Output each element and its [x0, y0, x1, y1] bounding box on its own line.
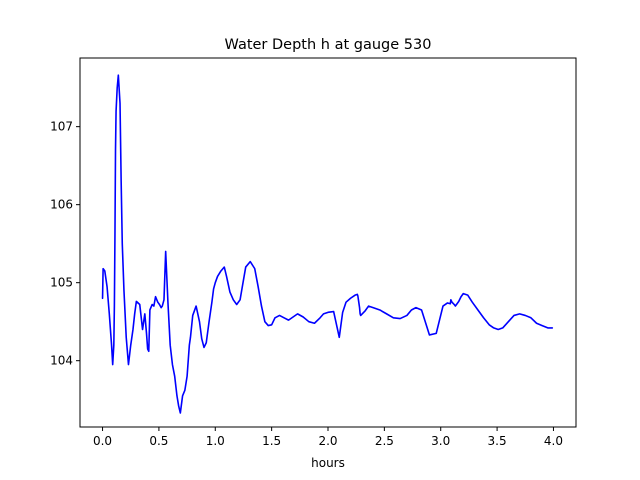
chart-title: Water Depth h at gauge 530: [225, 37, 432, 53]
y-tick-label: 107: [50, 120, 73, 134]
x-axis-label: hours: [311, 456, 345, 470]
plot-area: [79, 57, 577, 428]
x-tick-label: 0.0: [93, 434, 112, 448]
y-axis-ticks: 104 105 106 107: [50, 120, 80, 368]
series-layer: [101, 74, 554, 414]
x-tick-label: 4.0: [544, 434, 563, 448]
x-axis-ticks: 0.0 0.5 1.0 1.5 2.0 2.5 3.0 3.5 4.0: [93, 427, 563, 448]
x-tick-label: 3.5: [488, 434, 507, 448]
x-tick-label: 2.0: [318, 434, 337, 448]
x-tick-label: 2.5: [375, 434, 394, 448]
y-tick-label: 105: [50, 276, 73, 290]
x-tick-label: 1.5: [262, 434, 281, 448]
y-tick-label: 106: [50, 198, 73, 212]
series-line-0: [101, 74, 554, 414]
y-tick-label: 104: [50, 354, 73, 368]
x-tick-label: 3.0: [431, 434, 450, 448]
x-tick-label: 0.5: [149, 434, 168, 448]
x-tick-label: 1.0: [206, 434, 225, 448]
